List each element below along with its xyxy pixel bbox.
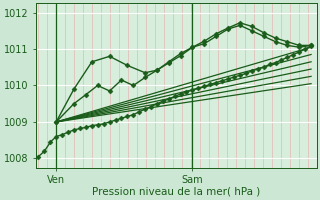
X-axis label: Pression niveau de la mer( hPa ): Pression niveau de la mer( hPa ) [92, 187, 260, 197]
